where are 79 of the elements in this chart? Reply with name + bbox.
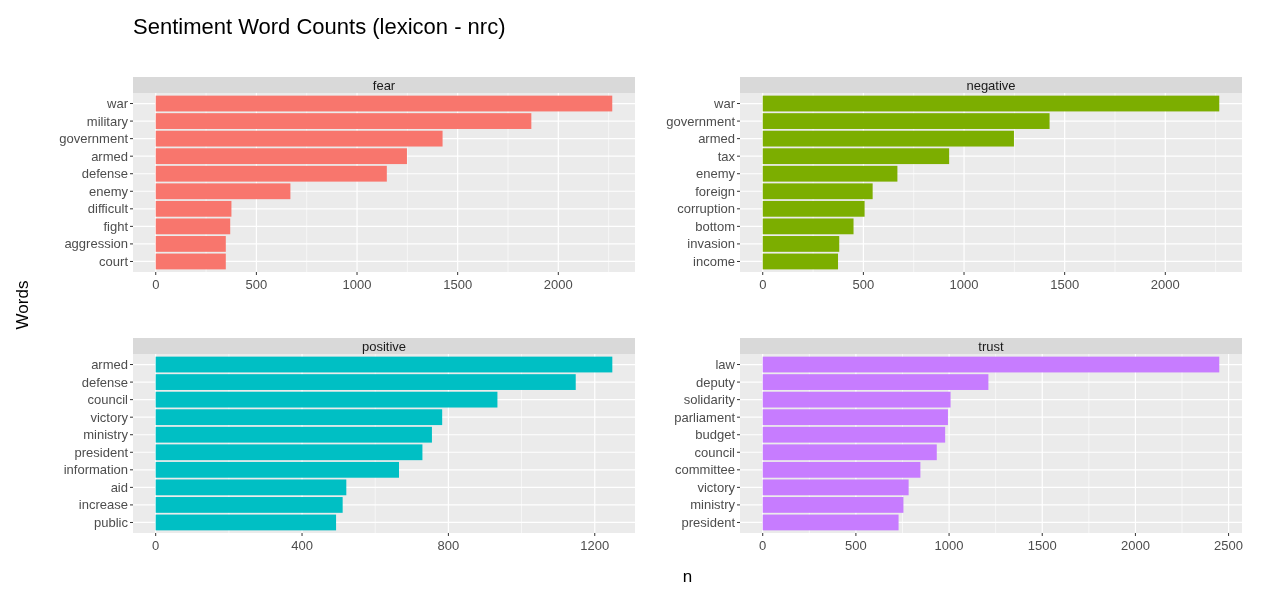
y-tick-label: aggression	[64, 236, 128, 252]
y-tick-label: bottom	[695, 218, 735, 234]
chart-title: negative	[966, 77, 1016, 93]
y-tick-label: aid	[110, 479, 128, 495]
x-axis-title: n	[682, 567, 693, 586]
bar	[762, 497, 904, 513]
y-tick-label: armed	[91, 148, 128, 164]
x-tick-label: 1500	[1027, 538, 1057, 553]
y-tick-label: victory	[90, 409, 129, 425]
x-tick-label: 0	[759, 538, 767, 553]
y-tick-label: committee	[675, 462, 735, 478]
x-tick-label: 2500	[1214, 538, 1244, 553]
x-tick-label: 500	[245, 277, 268, 292]
x-tick-label: 500	[852, 277, 875, 292]
y-tick-label: ministry	[83, 427, 129, 443]
x-tick-label: 2000	[1120, 538, 1150, 553]
y-tick-label: council	[87, 392, 129, 408]
x-tick-label: 400	[291, 538, 313, 553]
y-tick-label: victory	[697, 479, 736, 495]
bar	[155, 514, 337, 531]
y-tick-label: budget	[695, 427, 736, 443]
x-tick-label: 2000	[1150, 277, 1180, 292]
x-tick-label: 0	[759, 277, 767, 292]
bar	[155, 497, 343, 513]
x-tick-label: 0	[152, 538, 160, 553]
chart-title: trust	[978, 338, 1005, 354]
x-tick-label: 0	[152, 277, 160, 292]
y-tick-label: fight	[103, 218, 129, 234]
x-tick-label: 1200	[580, 538, 610, 553]
y-tick-label: law	[715, 357, 736, 373]
chart-title: positive	[361, 338, 407, 354]
y-tick-label: enemy	[88, 183, 129, 199]
y-tick-label: deputy	[695, 374, 736, 390]
bar	[155, 374, 576, 390]
bar	[155, 236, 226, 252]
y-tick-label: information	[63, 462, 128, 478]
bar	[762, 374, 989, 390]
y-tick-label: court	[99, 253, 129, 269]
bar	[155, 253, 226, 270]
x-tick-label: 1000	[934, 538, 964, 553]
y-tick-label: tax	[717, 148, 736, 164]
text: Sentiment Word Counts (lexicon - nrc)	[133, 14, 506, 39]
y-tick-label: foreign	[695, 183, 735, 199]
y-tick-label: military	[86, 113, 129, 129]
y-tick-label: solidarity	[683, 392, 736, 408]
bar	[762, 113, 1050, 129]
bar	[155, 113, 532, 129]
x-tick-label: 1000	[342, 277, 372, 292]
y-tick-label: defense	[81, 374, 128, 390]
y-tick-label: council	[694, 444, 736, 460]
y-tick-label: defense	[81, 166, 128, 182]
x-tick-label: 800	[437, 538, 460, 553]
y-tick-label: armed	[91, 357, 128, 373]
y-tick-label: parliament	[674, 409, 736, 425]
chart-title: fear	[372, 77, 396, 93]
y-tick-label: armed	[698, 131, 735, 147]
y-tick-label: difficult	[87, 201, 129, 217]
bar	[762, 253, 839, 270]
bar	[762, 514, 899, 531]
y-tick-label: corruption	[677, 201, 735, 217]
y-tick-label: government	[59, 131, 129, 147]
y-tick-label: income	[693, 253, 735, 269]
y-tick-label: war	[106, 96, 129, 112]
y-tick-label: enemy	[695, 166, 736, 182]
x-tick-label: 1500	[1050, 277, 1080, 292]
y-tick-label: president	[681, 514, 736, 530]
x-tick-label: 1000	[949, 277, 979, 292]
y-axis-title: Words	[13, 280, 32, 330]
y-tick-label: increase	[78, 497, 128, 513]
y-tick-label: government	[666, 113, 736, 129]
y-tick-label: war	[713, 96, 736, 112]
y-tick-label: invasion	[687, 236, 735, 252]
x-tick-label: 500	[845, 538, 867, 553]
y-tick-label: public	[94, 514, 129, 530]
x-tick-label: 1500	[443, 277, 473, 292]
bar	[762, 236, 840, 252]
x-tick-label: 2000	[543, 277, 573, 292]
y-tick-label: ministry	[690, 497, 736, 513]
y-tick-label: president	[74, 444, 129, 460]
